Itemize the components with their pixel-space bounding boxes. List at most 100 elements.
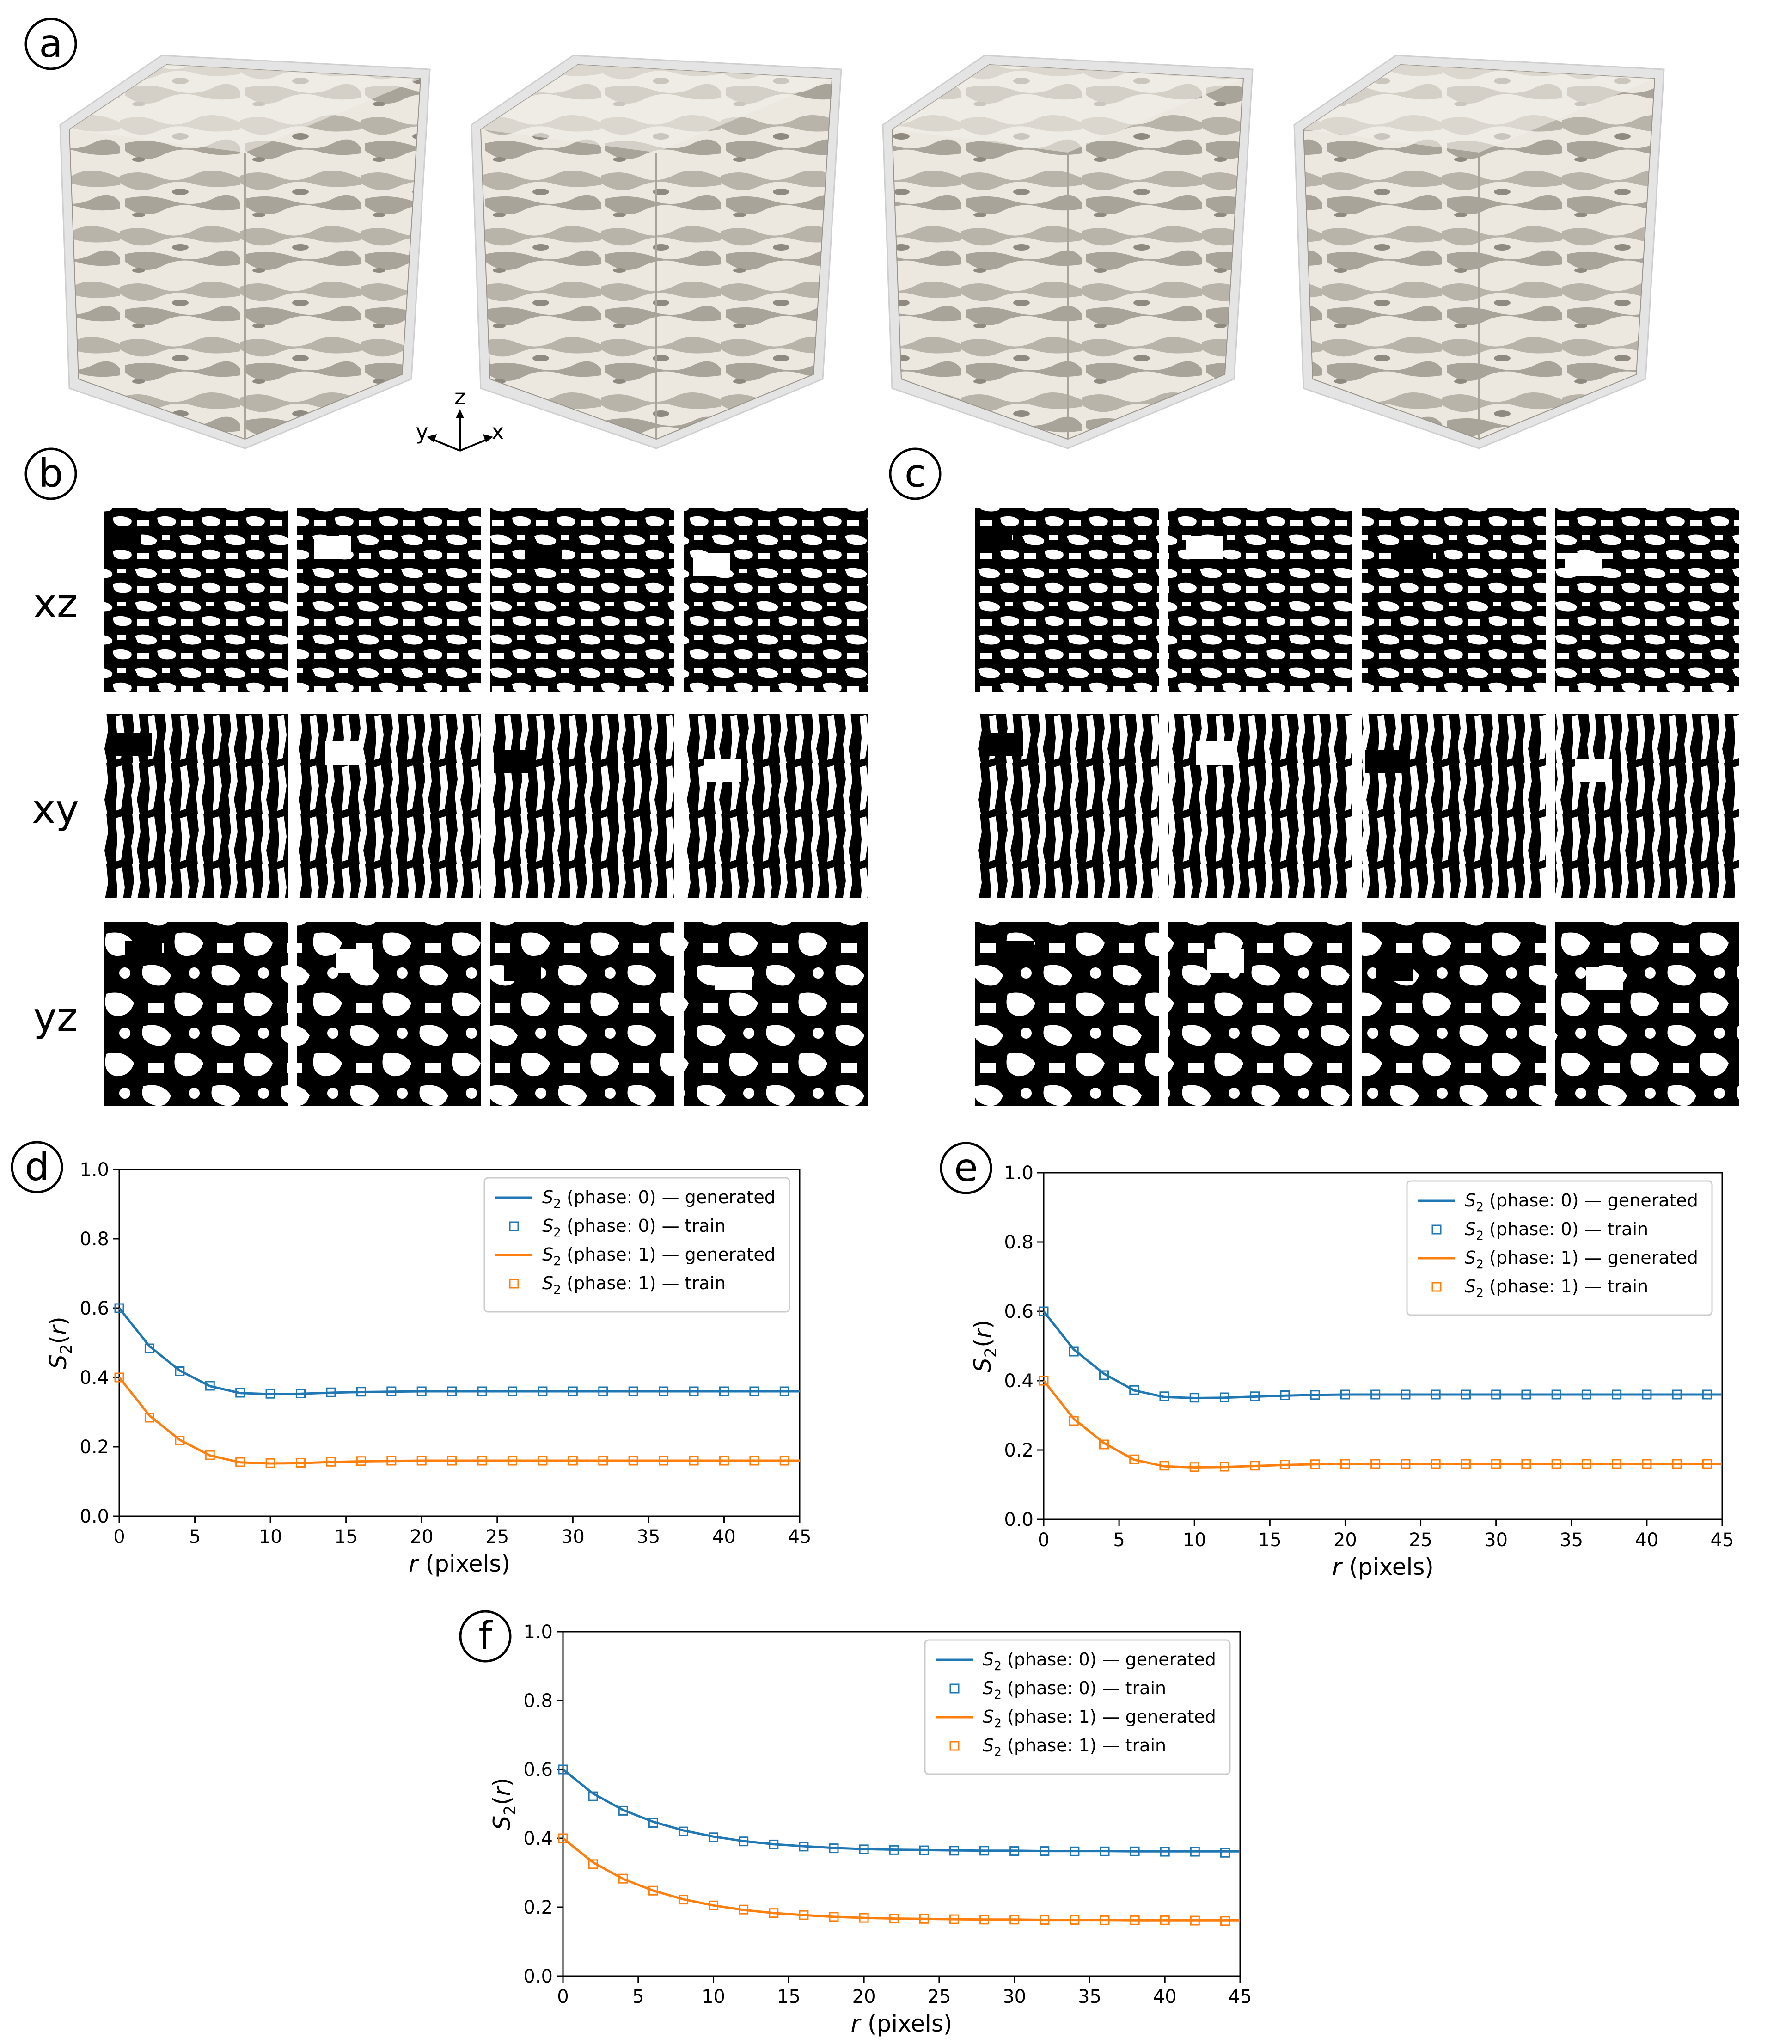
slice-feature: [986, 733, 1023, 756]
y-tick-label: 0.4: [523, 1828, 553, 1849]
slice-c-yz-3: [1362, 922, 1546, 1106]
data-point: [538, 1386, 548, 1396]
microstructure-cube-4: [1293, 55, 1665, 449]
data-point: [477, 1456, 487, 1466]
series-e-0: [1043, 1310, 1722, 1400]
x-tick-label: 15: [1258, 1530, 1282, 1551]
data-point: [416, 1386, 427, 1396]
data-point: [1642, 1389, 1652, 1400]
data-point: [749, 1456, 759, 1466]
series-e-2: [1043, 1380, 1722, 1469]
cube-top-face: [892, 65, 1243, 153]
slice-image: [1168, 714, 1352, 898]
data-point: [719, 1386, 729, 1396]
slice-c-xz-2: [1168, 508, 1352, 692]
x-tick-label: 45: [788, 1526, 812, 1548]
y-axis-label: S2(r): [45, 1316, 76, 1369]
x-tick-label: 20: [410, 1526, 434, 1548]
z-axis-label: z: [454, 385, 465, 410]
series-f-0: [562, 1769, 1240, 1853]
series-d-1: [114, 1303, 789, 1399]
slice-image: [1555, 714, 1739, 898]
slice-feature: [975, 527, 1012, 550]
data-point: [709, 1900, 719, 1910]
slice-b-yz-3: [490, 922, 674, 1106]
slice-feature: [1196, 741, 1233, 765]
series-line: [562, 1769, 1240, 1853]
data-point: [1129, 1454, 1139, 1464]
slice-image: [490, 922, 674, 1106]
data-point: [1039, 1376, 1049, 1386]
panel-label-text: b: [38, 451, 63, 496]
microstructure-cube-1: [59, 55, 431, 449]
panel-label-f: f: [459, 1610, 512, 1663]
data-point: [889, 1845, 899, 1855]
slice-b-xy-3: [490, 714, 674, 898]
panel-label-circle: [24, 447, 77, 500]
data-point: [1070, 1846, 1080, 1856]
data-point: [1039, 1306, 1049, 1316]
x-tick-label: 25: [1409, 1530, 1432, 1551]
x-tick-label: 15: [777, 1986, 801, 2007]
x-tick-label: 45: [1711, 1530, 1734, 1551]
x-tick-label: 35: [636, 1526, 660, 1548]
data-point: [1370, 1459, 1381, 1469]
cube-top-face: [69, 65, 421, 153]
data-point: [507, 1456, 517, 1466]
slice-feature: [325, 741, 362, 765]
data-point: [979, 1915, 990, 1925]
data-point: [356, 1387, 366, 1397]
data-point: [859, 1844, 869, 1854]
y-tick-label: 0.2: [1004, 1440, 1034, 1461]
slice-feature: [504, 958, 541, 981]
y-tick-label: 0.0: [1004, 1509, 1034, 1530]
x-axis-label: r (pixels): [1332, 1554, 1434, 1580]
y-axis-arrow: [432, 438, 460, 452]
data-point: [326, 1457, 336, 1467]
slice-image: [1362, 714, 1546, 898]
y-tick-label: 0.2: [523, 1897, 553, 1918]
slice-image: [297, 714, 481, 898]
slice-feature: [1186, 536, 1223, 559]
plot-frame: [562, 1631, 1241, 1977]
data-point: [558, 1833, 568, 1843]
slice-image: [1362, 922, 1546, 1106]
data-point: [779, 1386, 789, 1396]
microstructure-cube-3: [882, 55, 1254, 449]
data-point: [1702, 1389, 1712, 1400]
data-point: [659, 1386, 669, 1396]
data-point: [447, 1386, 457, 1396]
slice-b-xz-2: [297, 508, 481, 692]
slice-c-xy-3: [1362, 714, 1546, 898]
slice-image: [1555, 922, 1739, 1106]
data-point: [507, 1386, 517, 1396]
data-point: [538, 1456, 548, 1466]
panel-label-text: f: [478, 1613, 493, 1658]
slice-feature: [1396, 545, 1433, 568]
x-axis-label: r (pixels): [409, 1550, 510, 1577]
series-e-1: [1039, 1306, 1712, 1403]
slice-c-xz-3: [1362, 508, 1546, 692]
data-point: [1040, 1915, 1050, 1925]
slice-c-yz-2: [1168, 922, 1352, 1106]
x-tick-label: 0: [1038, 1530, 1049, 1551]
data-point: [799, 1842, 809, 1852]
data-point: [799, 1910, 809, 1920]
x-tick-label: 5: [632, 1986, 644, 2007]
slice-c-xy-2: [1168, 714, 1352, 898]
data-point: [1280, 1390, 1290, 1400]
data-point: [1370, 1389, 1381, 1400]
x-tick-label: 0: [113, 1526, 125, 1548]
legend-box: [924, 1639, 1231, 1775]
data-point: [1219, 1462, 1229, 1472]
data-point: [1160, 1847, 1170, 1857]
legend-label: S2 (phase: 1) — generated: [1465, 1248, 1698, 1272]
data-point: [568, 1386, 578, 1396]
data-point: [1250, 1461, 1260, 1471]
data-point: [386, 1386, 397, 1396]
data-point: [1099, 1439, 1109, 1450]
x-tick-label: 25: [927, 1986, 951, 2007]
legend-marker-swatch: [949, 1683, 960, 1694]
data-point: [235, 1457, 245, 1467]
slice-b-xz-1: [104, 508, 288, 692]
